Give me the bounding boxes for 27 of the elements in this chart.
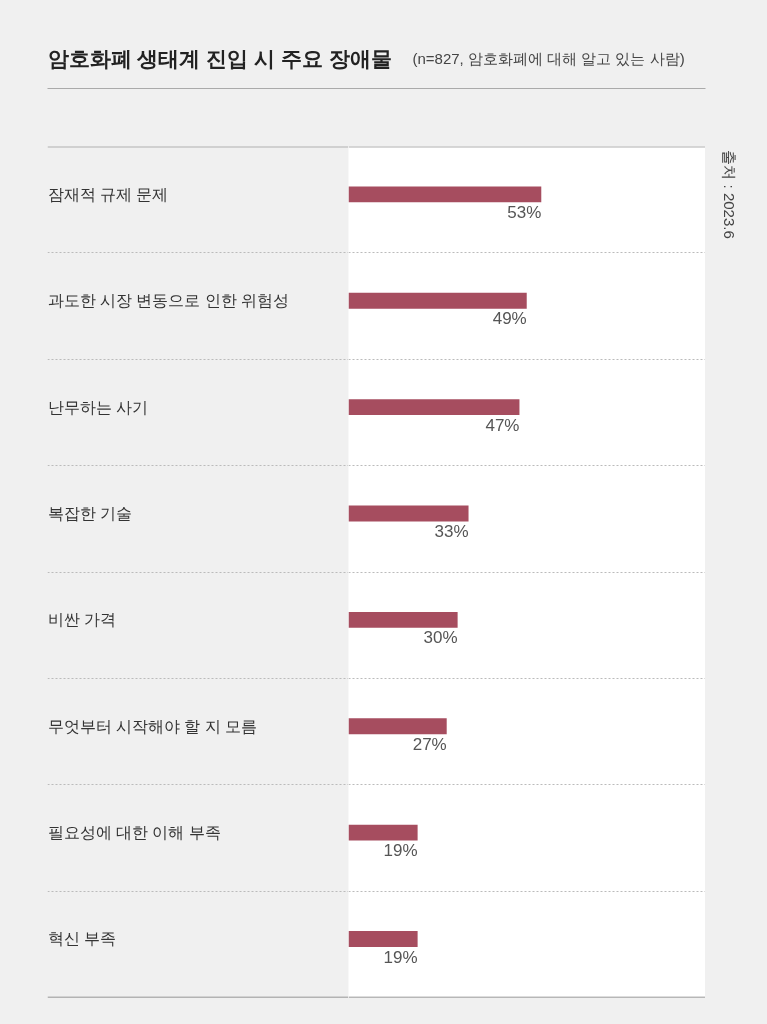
data-label: 33% <box>434 522 469 541</box>
y-tick-label: 비싼 가격 <box>47 611 116 629</box>
y-tick-label: 난무하는 사기 <box>47 398 148 416</box>
chart-title: 암호화폐 생태계 진입 시 주요 장애물 <box>47 47 392 70</box>
data-label: 53% <box>507 202 542 222</box>
bar <box>348 931 418 947</box>
y-tick-label: 복잡한 기술 <box>47 504 132 522</box>
data-label: 19% <box>383 841 418 861</box>
data-label: 27% <box>412 734 447 754</box>
y-tick-label: 필요성에 대한 이해 부족 <box>47 824 221 842</box>
data-label: 49% <box>492 309 527 329</box>
data-label: 19% <box>383 947 418 967</box>
y-tick-label: 무엇부터 시작해야 할 지 모름 <box>47 717 258 735</box>
bar <box>348 399 520 416</box>
bar <box>348 292 527 309</box>
source-note: 출처 : 2023.6 <box>721 150 738 239</box>
chart-subtitle: (n=827, 암호화폐에 대해 알고 있는 사람) <box>412 50 685 67</box>
y-tick-label: 과도한 시장 변동으로 인한 위험성 <box>47 292 290 310</box>
bar <box>348 718 447 735</box>
data-label: 47% <box>485 415 520 435</box>
bar <box>348 186 542 203</box>
bar <box>348 611 458 628</box>
data-label: 30% <box>423 628 458 648</box>
bar <box>348 505 469 522</box>
y-tick-label: 혁신 부족 <box>47 930 116 948</box>
bar <box>348 824 418 841</box>
y-tick-label: 잠재적 규제 문제 <box>47 185 169 203</box>
